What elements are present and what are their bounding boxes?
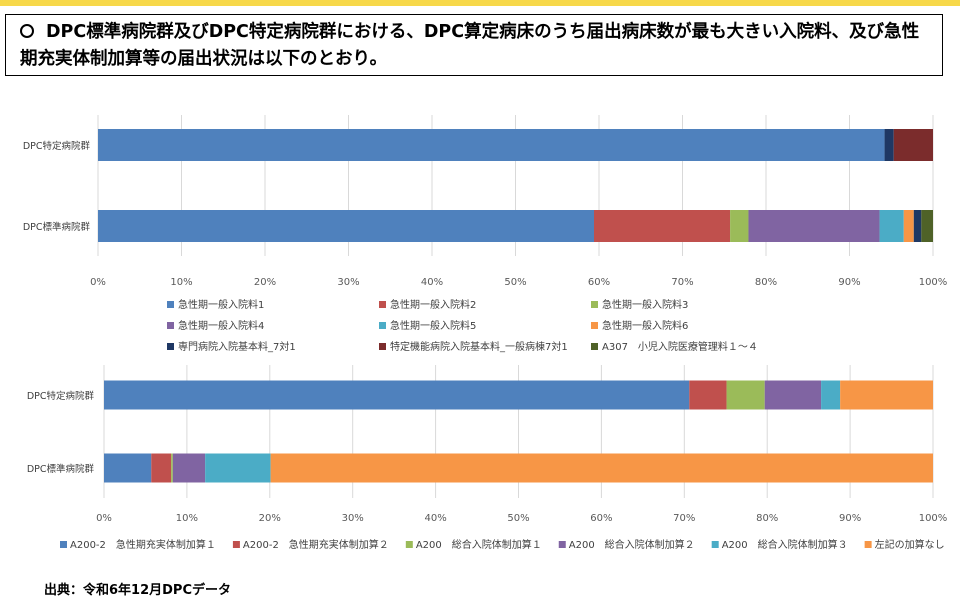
category-label: DPC標準病院群 [27, 463, 95, 475]
bar-segment [270, 453, 933, 483]
legend-label: A307 小児入院医療管理料１～４ [602, 340, 758, 353]
bar-segment [748, 210, 880, 242]
bar-segment [764, 380, 822, 410]
bar-segment [884, 129, 894, 161]
legend-label: 左記の加算なし [875, 538, 945, 551]
x-tick-label: 40% [421, 277, 443, 288]
category-label: DPC特定病院群 [27, 390, 95, 402]
legend-label: 専門病院入院基本料_7対1 [178, 340, 296, 353]
bar-segment [821, 380, 841, 410]
legend-swatch [558, 541, 566, 548]
x-tick-label: 80% [755, 277, 777, 288]
bar-segment [104, 380, 690, 410]
x-tick-label: 40% [424, 513, 446, 524]
x-tick-label: 70% [673, 513, 695, 524]
x-tick-label: 70% [671, 277, 693, 288]
legend-swatch [167, 343, 174, 350]
bar-segment [104, 453, 152, 483]
x-tick-label: 10% [176, 513, 198, 524]
legend-swatch [167, 322, 174, 329]
legend-swatch [379, 301, 386, 308]
x-tick-label: 30% [337, 277, 359, 288]
headline-text: DPC標準病院群及びDPC特定病院群における、DPC算定病床のうち届出病床数が最… [20, 22, 920, 69]
bar-segment [840, 380, 933, 410]
legend-label: 急性期一般入院料3 [602, 298, 688, 311]
legend-label: A200-2 急性期充実体制加算１ [70, 538, 216, 551]
bar-segment [879, 210, 904, 242]
bar-segment [903, 210, 914, 242]
legend-label: 急性期一般入院料6 [602, 319, 688, 332]
x-tick-label: 0% [96, 513, 112, 524]
bar-segment [151, 453, 172, 483]
x-tick-label: 0% [90, 277, 106, 288]
legend-label: A200 総合入院体制加算１ [416, 538, 542, 551]
bar-segment [893, 129, 933, 161]
x-tick-label: 60% [590, 513, 612, 524]
legend-swatch [591, 301, 598, 308]
x-tick-label: 60% [588, 277, 610, 288]
legend-label: A200 総合入院体制加算２ [569, 538, 695, 551]
bar-segment [726, 380, 765, 410]
legend-swatch [711, 541, 719, 548]
legend-swatch [379, 343, 386, 350]
bar-segment [205, 453, 271, 483]
x-tick-label: 100% [919, 277, 948, 288]
legend-label: A200 総合入院体制加算３ [722, 538, 848, 551]
x-tick-label: 30% [342, 513, 364, 524]
bar-segment [98, 129, 885, 161]
bar-segment [689, 380, 727, 410]
legend-label: 急性期一般入院料1 [178, 298, 264, 311]
bar-segment [921, 210, 933, 242]
source-note: 出典：令和6年12月DPCデータ [44, 583, 231, 598]
legend-swatch [167, 301, 174, 308]
legend-swatch [379, 322, 386, 329]
legend-label: A200-2 急性期充実体制加算２ [243, 538, 389, 551]
x-tick-label: 80% [756, 513, 778, 524]
bar-segment [593, 210, 731, 242]
legend-swatch [60, 541, 67, 548]
x-tick-label: 100% [919, 513, 948, 524]
x-tick-label: 20% [254, 277, 276, 288]
x-tick-label: 20% [259, 513, 281, 524]
bar-segment [98, 210, 594, 242]
circle-bullet-icon [20, 24, 34, 38]
x-tick-label: 50% [504, 277, 526, 288]
top-accent-bar [0, 0, 960, 6]
legend-swatch [591, 322, 598, 329]
legend-label: 特定機能病院入院基本料_一般病棟7対1 [390, 340, 568, 353]
x-tick-label: 90% [838, 277, 860, 288]
x-tick-label: 90% [839, 513, 861, 524]
category-label: DPC特定病院群 [23, 140, 91, 152]
legend-label: 急性期一般入院料2 [390, 298, 476, 311]
headline-box: DPC標準病院群及びDPC特定病院群における、DPC算定病床のうち届出病床数が最… [5, 14, 943, 76]
x-tick-label: 50% [507, 513, 529, 524]
bar-segment [171, 453, 173, 483]
x-tick-label: 10% [170, 277, 192, 288]
legend-label: 急性期一般入院料4 [178, 319, 264, 332]
category-label: DPC標準病院群 [23, 221, 91, 233]
legend-label: 急性期一般入院料5 [390, 319, 476, 332]
legend-swatch [405, 541, 413, 548]
bar-segment [730, 210, 749, 242]
legend-swatch [232, 541, 240, 548]
legend-swatch [591, 343, 598, 350]
bar-segment [913, 210, 922, 242]
legend-swatch [864, 541, 872, 548]
bar-segment [172, 453, 206, 483]
